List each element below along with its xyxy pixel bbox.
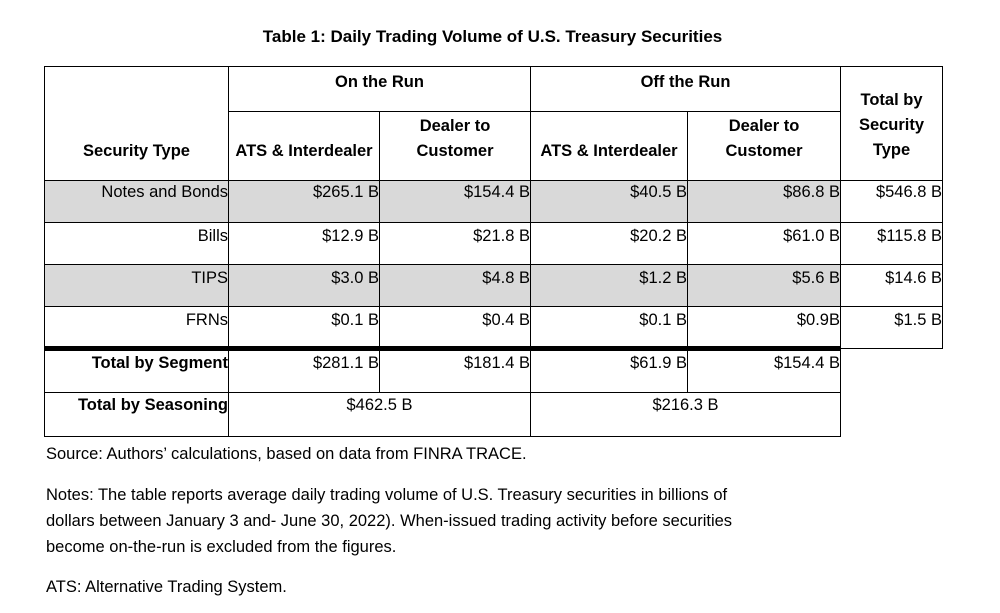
cell-off-ats: $0.1 B [530,306,688,349]
header-on-the-run: On the Run [228,66,531,112]
notes-line: become on-the-run is excluded from the f… [46,538,397,556]
header-on-dtc-text: Dealer to Customer [416,117,494,160]
cell-total: $1.5 B [840,306,943,349]
cell-on-dtc: $4.8 B [379,264,531,307]
cell-off-ats: $20.2 B [530,222,688,265]
cell-off-dtc: $61.0 B [687,222,841,265]
notes-line: Notes: The table reports average daily t… [46,486,728,504]
table-row: Bills $12.9 B $21.8 B $20.2 B $61.0 B $1… [44,222,943,265]
segment-label: Total by Segment [44,346,229,393]
notes-line: dollars between January 3 and- June 30, … [46,512,733,530]
cell-off-dtc: $0.9B [687,306,841,349]
segment-on-ats: $281.1 B [228,346,380,393]
row-label: Bills [44,222,229,265]
empty-cell [840,392,943,437]
seasoning-label: Total by Seasoning [44,392,229,437]
row-label: Notes and Bonds [44,180,229,223]
header-total-text: Total by Security Type [858,91,925,159]
seasoning-on: $462.5 B [228,392,531,437]
total-by-seasoning-row: Total by Seasoning $462.5 B $216.3 B [44,392,943,437]
table-row: FRNs $0.1 B $0.4 B $0.1 B $0.9B $1.5 B [44,306,943,349]
cell-off-ats: $40.5 B [530,180,688,223]
cell-on-ats: $0.1 B [228,306,380,349]
empty-cell [840,348,943,393]
cell-on-dtc: $0.4 B [379,306,531,349]
cell-on-dtc: $154.4 B [379,180,531,223]
cell-total: $14.6 B [840,264,943,307]
cell-total: $546.8 B [840,180,943,223]
header-total-by-security-type: Total by Security Type [840,66,943,181]
cell-off-ats: $1.2 B [530,264,688,307]
row-label: TIPS [44,264,229,307]
header-off-dtc: Dealer to Customer [687,111,841,181]
notes-paragraph: Notes: The table reports average daily t… [46,482,946,560]
total-by-segment-row: Total by Segment $281.1 B $181.4 B $61.9… [44,346,943,393]
header-on-ats: ATS & Interdealer [228,111,380,181]
table-title: Table 1: Daily Trading Volume of U.S. Tr… [262,27,723,46]
row-label: FRNs [44,306,229,349]
ats-note: ATS: Alternative Trading System. [46,578,287,596]
segment-off-ats: $61.9 B [530,346,688,393]
header-off-ats: ATS & Interdealer [530,111,688,181]
cell-on-ats: $265.1 B [228,180,380,223]
segment-on-dtc: $181.4 B [379,346,531,393]
table-row: Notes and Bonds $265.1 B $154.4 B $40.5 … [44,180,943,223]
header-off-the-run: Off the Run [530,66,841,112]
cell-on-ats: $3.0 B [228,264,380,307]
table-row: TIPS $3.0 B $4.8 B $1.2 B $5.6 B $14.6 B [44,264,943,307]
source-note: Source: Authors’ calculations, based on … [46,445,527,463]
seasoning-off: $216.3 B [530,392,841,437]
cell-on-dtc: $21.8 B [379,222,531,265]
cell-total: $115.8 B [840,222,943,265]
header-on-dtc: Dealer to Customer [379,111,531,181]
trading-volume-table: Security Type On the Run Off the Run Tot… [44,66,943,437]
cell-off-dtc: $5.6 B [687,264,841,307]
header-off-dtc-text: Dealer to Customer [725,117,803,160]
header-security-type: Security Type [44,66,229,181]
cell-off-dtc: $86.8 B [687,180,841,223]
cell-on-ats: $12.9 B [228,222,380,265]
segment-off-dtc: $154.4 B [687,346,841,393]
